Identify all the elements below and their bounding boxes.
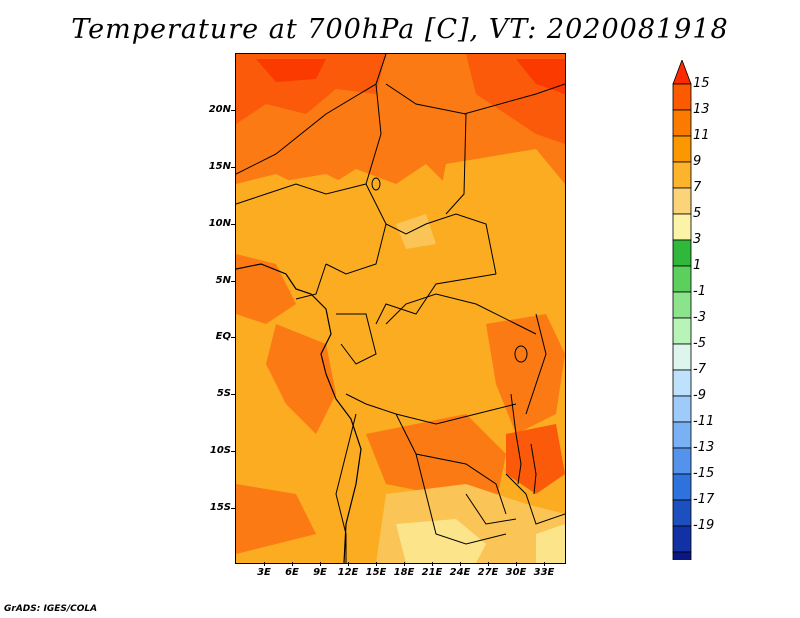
colorbar-swatch [672,213,692,241]
x-label-21e: 21E [421,567,443,578]
coolest-region-south [396,519,486,563]
colorbar-swatch [672,369,692,397]
y-tick [231,167,235,168]
colorbar-swatch [672,343,692,371]
colorbar-label: -11 [693,414,715,429]
x-tick [460,562,461,566]
colorbar-swatch [672,317,692,345]
colorbar-swatch [672,239,692,267]
colorbar [672,60,692,560]
y-tick [231,337,235,338]
lakes [371,177,537,495]
hottest-patch-northeast [516,59,565,94]
y-tick [231,110,235,111]
colorbar-label: 5 [693,206,702,221]
colorbar-swatch [672,395,692,423]
country-borders [236,54,565,563]
colorbar-swatch [672,135,692,163]
sudan-base-region [436,149,565,284]
colorbar-label: 3 [693,232,702,247]
x-label-6e: 6E [285,567,299,578]
colorbar-label: -3 [693,310,706,325]
y-label-20n: 20N [208,104,231,115]
x-tick [376,562,377,566]
colorbar-swatch [672,551,692,560]
colorbar-label: -1 [693,284,706,299]
x-tick [292,562,293,566]
warm-coast-west [236,254,296,324]
colorbar-label: 7 [693,180,702,195]
chart-title: Temperature at 700hPa [C], VT: 202008191… [71,14,729,45]
warm-gulf-region [266,324,336,434]
warm-sw-ocean [236,484,316,554]
colorbar-swatch [672,447,692,475]
colorbar-label: 15 [693,76,710,91]
credit-text: GrADS: IGES/COLA [4,604,98,614]
x-label-27e: 27E [477,567,499,578]
x-label-3e: 3E [257,567,271,578]
x-label-9e: 9E [313,567,327,578]
y-tick [231,508,235,509]
x-label-18e: 18E [393,567,415,578]
y-label-10s: 10S [209,445,231,456]
colorbar-label: -19 [693,518,715,533]
coolest-patch-southeast [536,524,565,563]
warm-congo-east [486,314,565,434]
colorbar-label: -17 [693,492,715,507]
colorbar-label: -15 [693,466,715,481]
colorbar-label: -7 [693,362,706,377]
y-tick [231,224,235,225]
y-tick [231,281,235,282]
y-label-5s: 5S [216,388,231,399]
x-label-24e: 24E [449,567,471,578]
colorbar-swatch [672,109,692,137]
colorbar-label: -9 [693,388,706,403]
y-tick [231,451,235,452]
x-tick [544,562,545,566]
x-tick [348,562,349,566]
y-label-10n: 10N [208,218,231,229]
colorbar-swatch [672,421,692,449]
x-label-12e: 12E [337,567,359,578]
x-tick [320,562,321,566]
y-label-eq: EQ [215,331,231,342]
colorbar-label: 11 [693,128,710,143]
x-tick [488,562,489,566]
y-label-5n: 5N [215,275,231,286]
x-tick [264,562,265,566]
colorbar-swatch [672,473,692,501]
colorbar-swatch [672,525,692,553]
x-tick [432,562,433,566]
x-label-15e: 15E [365,567,387,578]
colorbar-label: -13 [693,440,715,455]
y-label-15n: 15N [208,161,231,172]
x-tick [404,562,405,566]
x-label-33e: 33E [533,567,555,578]
y-tick [231,394,235,395]
warm-angola-zambia [366,414,506,504]
x-label-30e: 30E [505,567,527,578]
colorbar-top-arrow [672,60,692,85]
x-tick [516,562,517,566]
y-label-15s: 15S [209,502,231,513]
temperature-map [236,54,565,563]
colorbar-label: 1 [693,258,702,273]
colorbar-swatch [672,187,692,215]
map-panel [235,53,566,564]
hottest-patch-north [256,59,326,82]
colorbar-swatch [672,161,692,189]
colorbar-swatch [672,291,692,319]
colorbar-swatch [672,265,692,293]
colorbar-swatch [672,83,692,111]
cool-patch-central [396,214,436,249]
colorbar-label: 9 [693,154,702,169]
colorbar-label: 13 [693,102,710,117]
coastline [236,263,362,563]
colorbar-swatch [672,499,692,527]
colorbar-label: -5 [693,336,706,351]
hot-lake-region [506,424,565,494]
sahel-base-region [266,174,386,264]
